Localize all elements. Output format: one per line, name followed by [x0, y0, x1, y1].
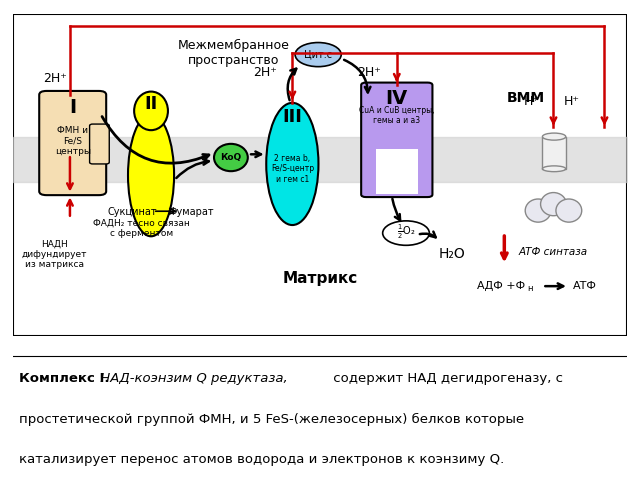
Ellipse shape [543, 166, 566, 172]
Text: АТФ синтаза: АТФ синтаза [519, 247, 588, 257]
FancyBboxPatch shape [376, 149, 418, 194]
Text: 2H⁺: 2H⁺ [357, 66, 381, 79]
Text: Матрикс: Матрикс [282, 271, 358, 286]
Text: 2 гема b,
Fe/S-центр
и гем c1: 2 гема b, Fe/S-центр и гем c1 [271, 154, 314, 184]
Ellipse shape [266, 103, 319, 225]
Text: IV: IV [386, 88, 408, 108]
Ellipse shape [556, 199, 582, 222]
Text: Межмембранное
пространство: Межмембранное пространство [178, 39, 290, 67]
Text: ФМН и
Fe/S
центры: ФМН и Fe/S центры [54, 126, 91, 156]
FancyBboxPatch shape [13, 14, 627, 336]
Text: CuA и CuB центры,
гемы a и a3: CuA и CuB центры, гемы a и a3 [359, 106, 435, 125]
Text: катализирует перенос атомов водорода и электронов к коэнзиму Q.: катализирует перенос атомов водорода и э… [19, 453, 504, 466]
Text: АДФ +Ф: АДФ +Ф [477, 281, 525, 291]
Ellipse shape [543, 133, 566, 140]
Text: 2H⁺: 2H⁺ [43, 72, 67, 85]
Text: III: III [282, 108, 302, 126]
Text: Сукцинат: Сукцинат [108, 207, 157, 217]
FancyBboxPatch shape [90, 124, 109, 164]
Text: Комплекс I.: Комплекс I. [19, 372, 109, 385]
Ellipse shape [525, 199, 551, 222]
Text: H⁺: H⁺ [564, 95, 580, 108]
Text: НАД-коэнзим Q редуктаза,: НАД-коэнзим Q редуктаза, [96, 372, 287, 385]
Ellipse shape [128, 114, 174, 236]
Bar [543, 137, 566, 169]
Text: Цит.с: Цит.с [304, 49, 332, 60]
Text: 2H⁺: 2H⁺ [253, 66, 276, 79]
Text: ФАДН₂ тесно связан
с ферментом: ФАДН₂ тесно связан с ферментом [93, 218, 190, 238]
Ellipse shape [134, 92, 168, 130]
FancyBboxPatch shape [361, 83, 433, 197]
Text: КоQ: КоQ [220, 153, 241, 162]
Text: I: I [69, 98, 76, 117]
Text: II: II [145, 96, 157, 113]
Ellipse shape [295, 43, 341, 67]
Text: НАДН
дифундирует
из матрикса: НАДН дифундирует из матрикса [22, 240, 87, 269]
Text: ВММ: ВММ [507, 91, 545, 105]
Text: H⁺: H⁺ [524, 95, 540, 108]
Text: Фумарат: Фумарат [168, 207, 214, 217]
Text: содержит НАД дегидрогеназу, с: содержит НАД дегидрогеназу, с [329, 372, 563, 385]
Text: АТФ: АТФ [573, 281, 597, 291]
Ellipse shape [541, 192, 566, 216]
Circle shape [383, 221, 429, 245]
Ellipse shape [214, 144, 248, 171]
Text: H₂O: H₂O [439, 247, 465, 261]
FancyBboxPatch shape [39, 91, 106, 195]
Text: $\frac{1}{2}$O₂: $\frac{1}{2}$O₂ [397, 223, 415, 241]
Text: простетической группой ФМН, и 5 FeS-(железосерных) белков которые: простетической группой ФМН, и 5 FeS-(жел… [19, 413, 524, 426]
Text: н: н [527, 284, 533, 293]
